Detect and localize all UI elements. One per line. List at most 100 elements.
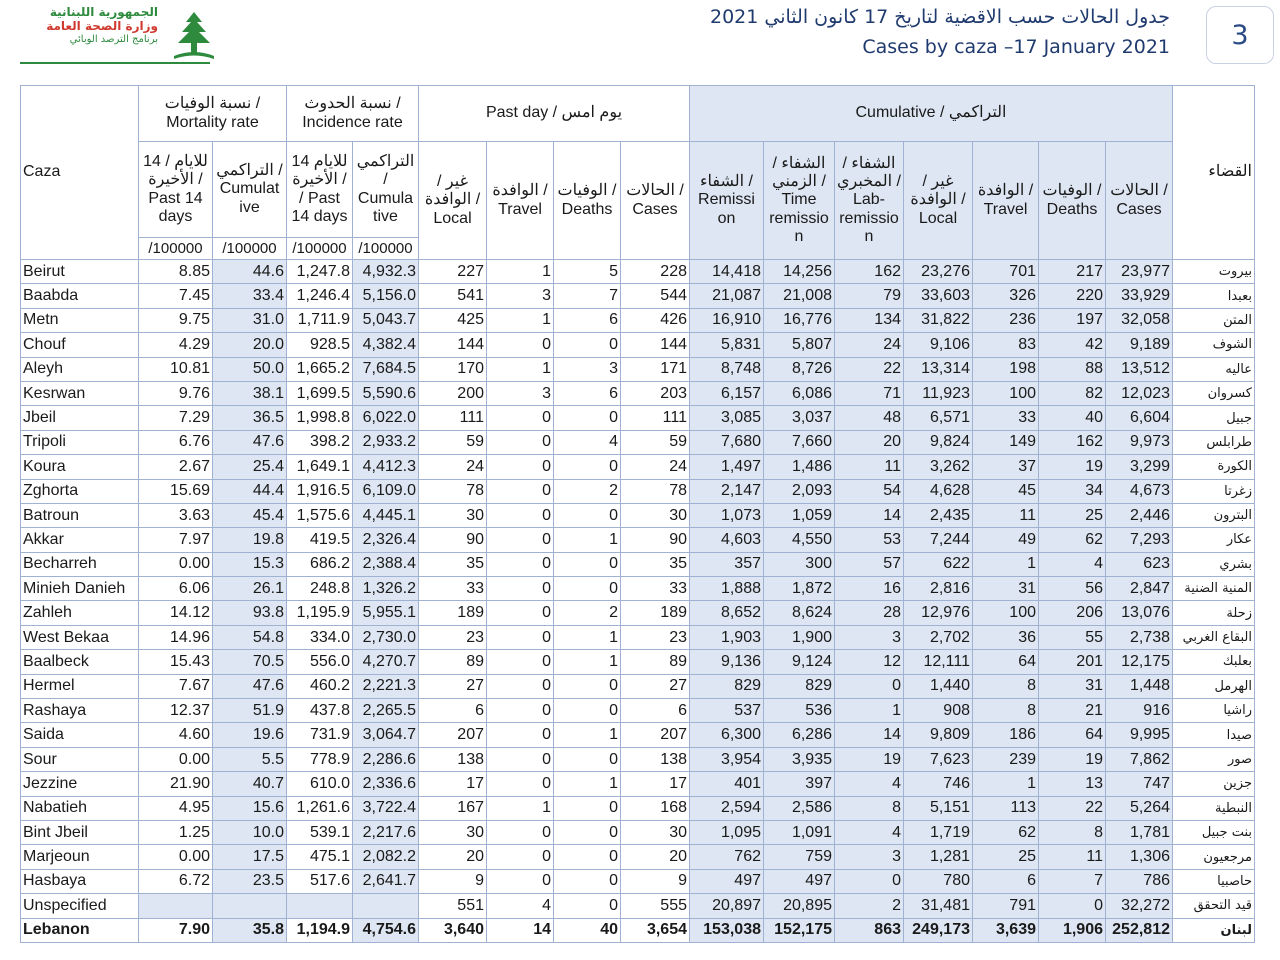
incidence-past14-cell: 928.5 [286, 332, 353, 358]
col-header-caza-arabic: القضاء [1172, 85, 1255, 260]
cum-deaths-cell: 1,906 [1038, 917, 1106, 943]
pastday-deaths-cell: 0 [553, 405, 621, 431]
pastday-travel-cell: 14 [486, 917, 554, 943]
ministry-logo: الجمهورية اللبنانية وزارة الصحة العامة ب… [18, 5, 218, 62]
cum-deaths-cell: 7 [1038, 868, 1106, 895]
caza-cell: Tripoli [20, 429, 139, 456]
cum-cases-cell: 12,023 [1105, 380, 1173, 407]
cum-travel-cell: 236 [972, 307, 1039, 334]
incidence-past14-cell: 1,699.5 [286, 380, 353, 407]
caza-cell: Jbeil [20, 405, 139, 431]
cum-cases-cell: 7,293 [1105, 527, 1173, 553]
mortality-cumulative-cell: 5.5 [212, 746, 287, 773]
pastday-local-cell: 23 [418, 624, 487, 651]
caza-arabic-cell: بيروت [1172, 258, 1255, 285]
incidence-cumulative-cell: 4,270.7 [352, 649, 419, 675]
caza-cell: Sour [20, 746, 139, 773]
incidence-past14-cell: 419.5 [286, 527, 353, 553]
page-header: الجمهورية اللبنانية وزارة الصحة العامة ب… [0, 0, 1280, 84]
cum-remission-cell: 1,888 [689, 576, 764, 602]
cum-lab-remission-cell: 28 [834, 600, 904, 626]
cum-local-cell: 5,151 [903, 795, 973, 821]
mortality-cumulative-cell: 10.0 [212, 819, 287, 846]
group-header-mortality: نسبة الوفيات / Mortality rate [138, 85, 287, 142]
cum-deaths-cell: 13 [1038, 771, 1106, 797]
cum-remission-cell: 357 [689, 551, 764, 578]
incidence-past14-cell: 778.9 [286, 746, 353, 773]
cum-time-remission-cell: 759 [763, 844, 835, 870]
incidence-cumulative-cell: 5,590.6 [352, 380, 419, 407]
cum-travel-cell: 3,639 [972, 917, 1039, 943]
caza-arabic-cell: زغرتا [1172, 478, 1255, 504]
pastday-local-cell: 30 [418, 819, 487, 846]
cum-time-remission-cell: 300 [763, 551, 835, 578]
cum-cases-cell: 4,673 [1105, 478, 1173, 504]
cum-lab-remission-cell: 54 [834, 478, 904, 504]
cum-lab-remission-cell: 0 [834, 868, 904, 895]
cum-local-cell: 908 [903, 698, 973, 724]
cum-remission-cell: 6,157 [689, 380, 764, 407]
unit-per-100k: /100000 [286, 237, 353, 260]
incidence-past14-cell: 398.2 [286, 429, 353, 456]
table-row: Rashaya 12.37 51.9 437.8 2,265.5 6 0 0 6 537 536 1 9… [20, 698, 1255, 724]
unit-per-100k: /100000 [212, 237, 287, 260]
table-row: Zghorta 15.69 44.4 1,916.5 6,109.0 78 0 2 78 2,14… [20, 478, 1255, 504]
incidence-past14-cell: 437.8 [286, 698, 353, 724]
caza-arabic-cell: البترون [1172, 502, 1255, 529]
cum-time-remission-cell: 8,726 [763, 356, 835, 382]
logo-line-2: وزارة الصحة العامة [46, 18, 158, 33]
incidence-cumulative-cell: 2,641.7 [352, 868, 419, 895]
cum-lab-remission-cell: 4 [834, 819, 904, 846]
cum-lab-remission-cell: 2 [834, 893, 904, 919]
pastday-travel-cell: 1 [486, 307, 554, 334]
pastday-deaths-cell: 0 [553, 576, 621, 602]
pastday-local-cell: 425 [418, 307, 487, 334]
logo-line-1: الجمهورية اللبنانية [49, 5, 158, 19]
cum-remission-cell: 14,418 [689, 258, 764, 285]
mortality-cumulative-cell: 19.6 [212, 722, 287, 748]
cum-travel-cell: 100 [972, 600, 1039, 626]
cum-deaths-cell: 19 [1038, 454, 1106, 480]
caza-cell: Unspecified [20, 893, 139, 919]
cum-deaths-cell: 22 [1038, 795, 1106, 821]
cum-travel-cell: 62 [972, 819, 1039, 846]
page-title-english: Cases by caza –17 January 2021 [862, 36, 1170, 58]
pastday-travel-cell: 1 [486, 258, 554, 285]
pastday-cases-cell: 426 [620, 307, 690, 334]
cum-lab-remission-cell: 20 [834, 429, 904, 456]
caza-cell: Jezzine [20, 771, 139, 797]
cum-remission-cell: 2,147 [689, 478, 764, 504]
mortality-past14-cell: 8.85 [138, 258, 213, 285]
cum-local-cell: 12,976 [903, 600, 973, 626]
cum-travel-cell: 149 [972, 429, 1039, 456]
cum-local-cell: 31,822 [903, 307, 973, 334]
cum-time-remission-cell: 1,059 [763, 502, 835, 529]
table-row: Beirut 8.85 44.6 1,247.8 4,932.3 227 1 5 228 14,4… [20, 258, 1255, 285]
cum-cases-cell: 9,995 [1105, 722, 1173, 748]
incidence-past14-cell: 1,916.5 [286, 478, 353, 504]
cum-travel-cell: 11 [972, 502, 1039, 529]
cum-time-remission-cell: 152,175 [763, 917, 835, 943]
cum-time-remission-cell: 21,008 [763, 283, 835, 309]
cum-time-remission-cell: 7,660 [763, 429, 835, 456]
pastday-local-cell: 167 [418, 795, 487, 821]
pastday-local-cell: 144 [418, 332, 487, 358]
mortality-cumulative-cell: 36.5 [212, 405, 287, 431]
mortality-past14-cell: 6.76 [138, 429, 213, 456]
pastday-deaths-cell: 5 [553, 258, 621, 285]
pastday-local-cell: 3,640 [418, 917, 487, 943]
mortality-past14-cell: 7.45 [138, 283, 213, 309]
caza-arabic-cell: كسروان [1172, 380, 1255, 407]
cum-time-remission-cell: 1,872 [763, 576, 835, 602]
cum-travel-cell: 239 [972, 746, 1039, 773]
caza-arabic-cell: صيدا [1172, 722, 1255, 748]
cum-cases-cell: 623 [1105, 551, 1173, 578]
cum-local-cell: 7,623 [903, 746, 973, 773]
pastday-cases-cell: 6 [620, 698, 690, 724]
pastday-travel-cell: 0 [486, 576, 554, 602]
cum-remission-cell: 401 [689, 771, 764, 797]
incidence-past14-cell: 248.8 [286, 576, 353, 602]
table-body: Beirut 8.85 44.6 1,247.8 4,932.3 227 1 5 228 14,4… [20, 258, 1255, 943]
table-row: Chouf 4.29 20.0 928.5 4,382.4 144 0 0 144 5,831 5,… [20, 332, 1255, 358]
cum-time-remission-cell: 5,807 [763, 332, 835, 358]
